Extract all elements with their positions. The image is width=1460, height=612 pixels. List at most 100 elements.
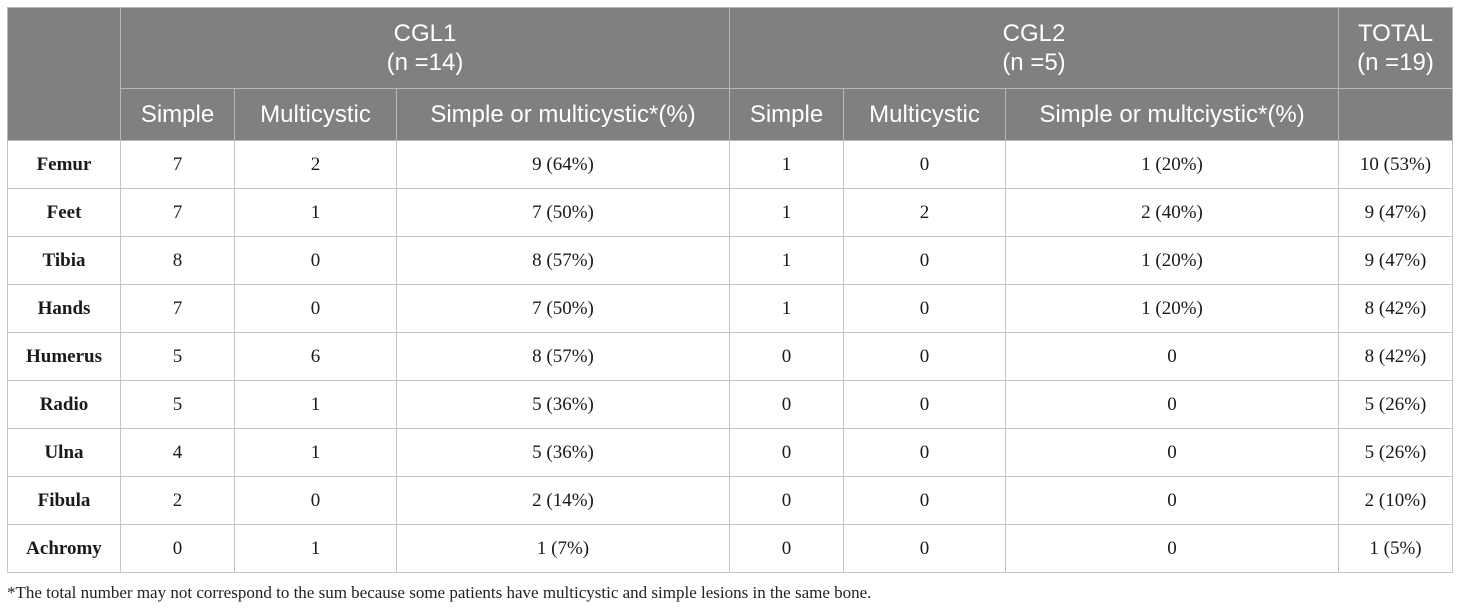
table-cell: 0 [843,332,1006,381]
row-label: Achromy [7,524,121,573]
row-label: Radio [7,380,121,429]
table-cell: 0 [843,236,1006,285]
table-cell: 1 [234,188,397,237]
table-cell: 5 [120,332,235,381]
table-cell: 5 (36%) [396,380,730,429]
table-row: Femur 7 2 9 (64%) 1 0 1 (20%) 10 (53%) [7,140,1454,189]
table-cell: 0 [843,524,1006,573]
table-cell: 9 (47%) [1338,236,1454,285]
table-cell: 2 (40%) [1004,188,1340,237]
table-row: Fibula 2 0 2 (14%) 0 0 0 2 (10%) [7,476,1454,525]
sub-header-cgl1-simple: Simple [120,88,235,141]
table-cell: 2 (14%) [396,476,730,525]
table-cell: 0 [1004,332,1340,381]
group-header-label: CGL2 [1002,20,1066,47]
table-cell: 9 (64%) [396,140,730,189]
table-cell: 0 [843,140,1006,189]
table-cell: 1 [729,140,844,189]
table-cell: 1 (20%) [1004,140,1340,189]
table-row: Humerus 5 6 8 (57%) 0 0 0 8 (42%) [7,332,1454,381]
table-cell: 0 [729,428,844,477]
table-row: Tibia 8 0 8 (57%) 1 0 1 (20%) 9 (47%) [7,236,1454,285]
table-cell: 5 (26%) [1338,428,1454,477]
table-cell: 0 [120,524,235,573]
sub-header-cgl1-multicystic: Multicystic [234,88,397,141]
table-cell: 8 (57%) [396,236,730,285]
table-cell: 1 [729,188,844,237]
group-header-row: CGL1 (n =14) CGL2 (n =5) TOTAL (n =19) [7,7,1454,141]
row-label: Humerus [7,332,121,381]
table-cell: 5 [120,380,235,429]
table-cell: 7 (50%) [396,284,730,333]
sub-header-row: Simple Multicystic Simple or multicystic… [8,88,1454,141]
table-cell: 0 [729,380,844,429]
table-cell: 7 [120,284,235,333]
group-header-label: TOTAL [1357,20,1434,47]
table-cell: 8 (42%) [1338,332,1454,381]
table-cell: 0 [1004,428,1340,477]
table-row: Radio 5 1 5 (36%) 0 0 0 5 (26%) [7,380,1454,429]
group-header-cgl1: CGL1 (n =14) [120,7,730,89]
table-cell: 1 (20%) [1004,236,1340,285]
table-row: Hands 7 0 7 (50%) 1 0 1 (20%) 8 (42%) [7,284,1454,333]
table-cell: 1 [729,284,844,333]
group-header-sub: (n =5) [1002,49,1066,76]
table-cell: 5 (26%) [1338,380,1454,429]
sub-header-cgl2-simple: Simple [729,88,844,141]
table-cell: 1 (7%) [396,524,730,573]
table-row: Feet 7 1 7 (50%) 1 2 2 (40%) 9 (47%) [7,188,1454,237]
row-label: Fibula [7,476,121,525]
table-cell: 0 [1004,380,1340,429]
table-cell: 7 [120,188,235,237]
table-cell: 0 [843,476,1006,525]
table-cell: 2 [843,188,1006,237]
table-cell: 7 [120,140,235,189]
sub-header-cgl2-either: Simple or multciystic*(%) [1004,88,1340,141]
table-cell: 2 [120,476,235,525]
table-row: Ulna 4 1 5 (36%) 0 0 0 5 (26%) [7,428,1454,477]
row-label: Tibia [7,236,121,285]
corner-header-cell [7,7,121,141]
table-cell: 9 (47%) [1338,188,1454,237]
table-body: Femur 7 2 9 (64%) 1 0 1 (20%) 10 (53%) Feet 7 1 7 (… [7,140,1454,573]
sub-header-total-empty [1338,88,1454,141]
table-cell: 0 [729,476,844,525]
table-row: Achromy 0 1 1 (7%) 0 0 0 1 (5%) [7,524,1454,573]
group-header-total: TOTAL (n =19) [1338,7,1454,89]
table-footnote: *The total number may not correspond to … [7,583,872,602]
table-cell: 0 [843,284,1006,333]
row-label: Hands [7,284,121,333]
table-cell: 2 [234,140,397,189]
row-label: Ulna [7,428,121,477]
table-cell: 10 (53%) [1338,140,1454,189]
table-cell: 1 [234,524,397,573]
table-cell: 4 [120,428,235,477]
table-cell: 0 [234,284,397,333]
table-cell: 0 [843,380,1006,429]
table-cell: 0 [729,524,844,573]
row-label: Femur [7,140,121,189]
row-label: Feet [7,188,121,237]
table-cell: 1 [729,236,844,285]
group-header-sub: (n =14) [386,49,464,76]
table-cell: 1 [234,380,397,429]
table-cell: 2 (10%) [1338,476,1454,525]
table-cell: 0 [1004,476,1340,525]
table-cell: 0 [843,428,1006,477]
table-cell: 1 (20%) [1004,284,1340,333]
table-cell: 0 [1004,524,1340,573]
table-cell: 8 [120,236,235,285]
table-cell: 8 (57%) [396,332,730,381]
group-header-cgl2: CGL2 (n =5) [728,7,1340,89]
table-cell: 0 [729,332,844,381]
table-cell: 7 (50%) [396,188,730,237]
table-cell: 0 [234,236,397,285]
table-cell: 0 [234,476,397,525]
table-cell: 8 (42%) [1338,284,1454,333]
table-cell: 5 (36%) [396,428,730,477]
table-cell: 1 [234,428,397,477]
group-header-label: CGL1 [393,20,457,47]
group-header-sub: (n =19) [1357,49,1434,76]
table-cell: 1 (5%) [1338,524,1454,573]
table-cell: 6 [234,332,397,381]
